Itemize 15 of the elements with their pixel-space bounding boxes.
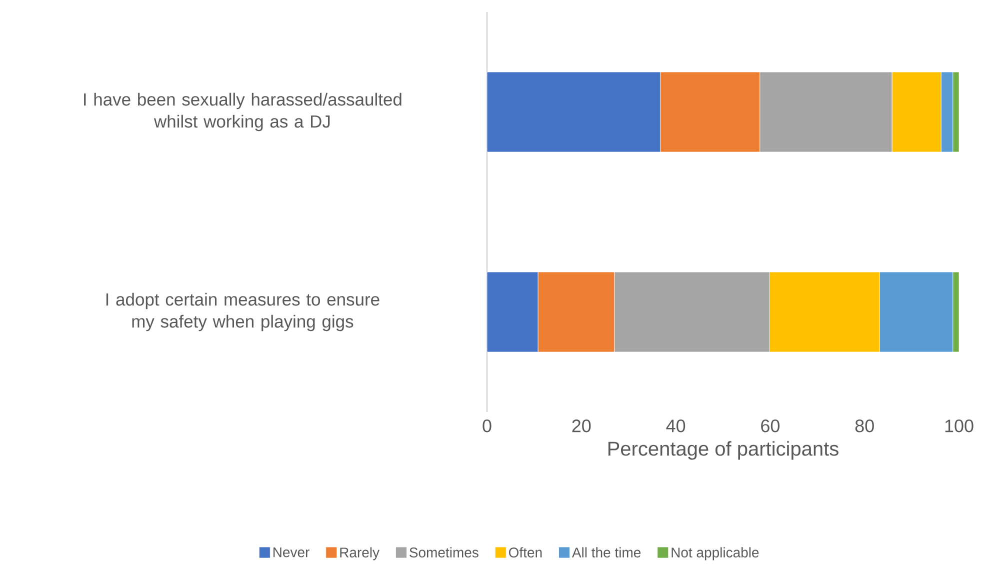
x-tick-label: 40 (666, 420, 686, 432)
x-tick-label: 20 (572, 420, 591, 432)
y-tick-label: I have been sexually harassed/assaulted whilst working as a DJ (84, 92, 402, 132)
x-tick-label: 0 (482, 420, 492, 432)
x-axis-title: Percentage of participants (608, 441, 838, 460)
legend-label: Often (508, 547, 542, 558)
y-tick-label: I adopt certain measures to ensure my safety when playing gigs (106, 292, 380, 332)
legend-label: Rarely (340, 547, 380, 560)
x-tick-label: 60 (761, 420, 780, 432)
x-tick-label: 80 (855, 420, 874, 432)
legend-label: Sometimes (410, 547, 478, 558)
legend-label: Not applicable (672, 547, 759, 560)
legend-label: All the time (572, 547, 641, 558)
x-tick-label: 100 (945, 420, 974, 432)
legend-label: Never (274, 547, 310, 558)
